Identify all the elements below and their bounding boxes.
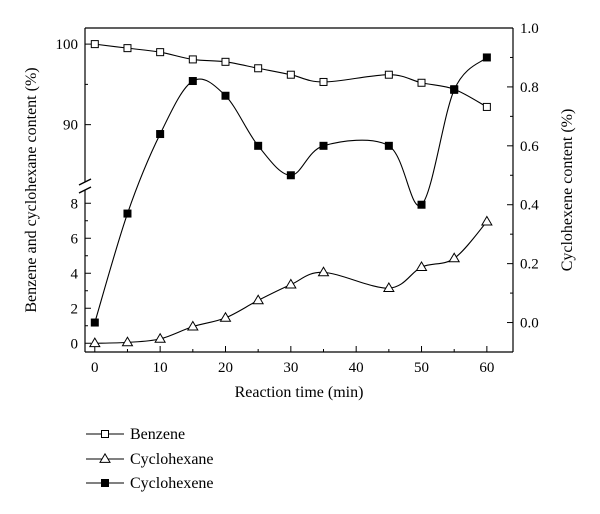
data-point-benzene [188, 55, 197, 64]
data-point-cyclohexane [317, 266, 330, 277]
y-left-tick-label: 0 [71, 336, 79, 352]
y-left-tick-label: 2 [71, 301, 79, 317]
data-point-benzene [123, 44, 132, 53]
data-point-benzene [417, 78, 426, 87]
y-right-tick-label: 0.4 [520, 198, 539, 214]
legend-label-benzene: Benzene [130, 426, 185, 443]
y-axis-left-title: Benzene and cyclohexane content (%) [23, 67, 40, 312]
data-point-cyclohexane [154, 332, 167, 343]
legend-marker-benzene [101, 430, 109, 438]
data-point-cyclohexane [219, 311, 232, 322]
data-point-cyclohexene [286, 171, 295, 180]
x-tick-label: 0 [91, 360, 99, 376]
legend-item-cyclohexane: Cyclohexane [86, 451, 214, 468]
data-point-cyclohexane [284, 278, 297, 289]
x-tick-label: 60 [479, 360, 494, 376]
data-point-cyclohexane [448, 252, 461, 263]
y-left-tick-label: 8 [71, 196, 79, 212]
y-right-tick-label: 0.6 [520, 139, 539, 155]
y-right-tick-label: 0.0 [520, 316, 539, 332]
data-point-benzene [221, 57, 230, 66]
x-tick-label: 10 [153, 360, 168, 376]
legend: Benzene Cyclohexane Cyclohexene [86, 426, 214, 492]
data-point-cyclohexene [156, 130, 165, 139]
data-point-benzene [286, 70, 295, 79]
series-line-cyclohexene [94, 57, 488, 323]
data-point-cyclohexane [415, 261, 428, 272]
axis-break-mark [78, 186, 92, 194]
data-point-cyclohexene [221, 91, 230, 100]
data-point-benzene [156, 48, 165, 57]
axes-layer [78, 27, 514, 353]
y-left-tick-label: 4 [71, 266, 79, 282]
series-benzene [90, 40, 491, 111]
y-left-tick-label: 90 [63, 118, 78, 134]
y-right-tick-label: 0.2 [520, 257, 539, 273]
legend-item-benzene: Benzene [86, 426, 185, 443]
legend-marker-cyclohexane [99, 452, 111, 463]
legend-label-cyclohexane: Cyclohexane [130, 451, 214, 468]
y-left-tick-label: 100 [56, 37, 79, 53]
data-point-cyclohexene [123, 209, 132, 218]
legend-label-cyclohexene: Cyclohexene [130, 475, 214, 492]
data-point-benzene [319, 77, 328, 86]
data-point-cyclohexane [186, 320, 199, 331]
data-point-cyclohexene [90, 318, 99, 327]
x-tick-label: 20 [218, 360, 233, 376]
label-layer: 0 10 20 30 40 50 60 90 100 0 2 4 6 8 0.0 0.2 0.4 0.6 0.8 1.… [56, 21, 540, 376]
data-point-cyclohexane [88, 337, 101, 348]
x-axis-title: Reaction time (min) [235, 384, 364, 401]
legend-item-cyclohexene: Cyclohexene [86, 475, 214, 492]
y-right-tick-label: 0.8 [520, 80, 539, 96]
x-tick-label: 30 [283, 360, 298, 376]
data-point-benzene [384, 70, 393, 79]
data-point-cyclohexene [450, 85, 459, 94]
series-cyclohexane [88, 215, 493, 348]
data-point-cyclohexane [252, 294, 265, 305]
legend-marker-cyclohexene [101, 479, 109, 487]
axis-break-mark [78, 178, 92, 186]
data-point-benzene [90, 40, 99, 49]
data-point-cyclohexene [319, 141, 328, 150]
data-point-cyclohexene [254, 141, 263, 150]
data-point-cyclohexane [480, 215, 493, 226]
y-axis-right-title: Cyclohexene content (%) [559, 109, 576, 272]
data-point-cyclohexene [417, 200, 426, 209]
x-tick-label: 50 [414, 360, 429, 376]
series-cyclohexene [90, 53, 491, 327]
data-point-cyclohexene [482, 53, 491, 62]
series-layer [88, 40, 493, 348]
data-point-benzene [254, 64, 263, 73]
data-point-cyclohexane [121, 336, 134, 347]
data-point-cyclohexene [188, 77, 197, 86]
x-tick-label: 40 [349, 360, 364, 376]
y-left-tick-label: 6 [71, 231, 79, 247]
y-right-tick-label: 1.0 [520, 21, 539, 37]
data-point-benzene [482, 102, 491, 111]
data-point-cyclohexene [384, 141, 393, 150]
data-point-cyclohexane [382, 282, 395, 293]
